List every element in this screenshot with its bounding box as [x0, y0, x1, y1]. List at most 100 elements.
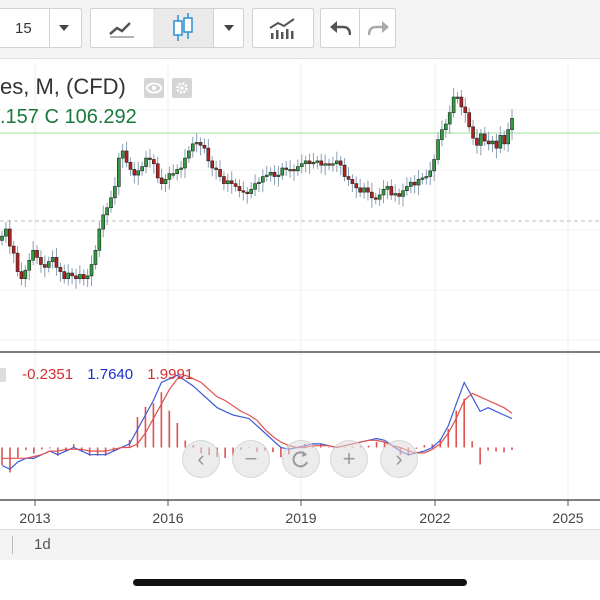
scroll-left-button[interactable]: ‹ [182, 440, 220, 478]
history-group [320, 8, 396, 48]
indicators-button[interactable] [252, 8, 314, 48]
candle [261, 176, 265, 183]
candle [70, 272, 74, 277]
candle [62, 271, 67, 280]
candle [116, 157, 121, 187]
candle [226, 180, 230, 184]
candle [296, 166, 300, 172]
candle [218, 169, 222, 177]
candle [15, 252, 20, 272]
candle [253, 183, 257, 190]
x-label-2013: 2013 [19, 510, 50, 526]
period-bar [0, 529, 600, 560]
gear-icon[interactable] [172, 78, 193, 99]
candle [109, 197, 113, 209]
candle [74, 275, 78, 280]
candle [7, 228, 12, 247]
candlestick-button[interactable] [153, 9, 213, 47]
home-indicator [133, 579, 467, 586]
redo-button[interactable] [360, 9, 397, 47]
candle [101, 214, 106, 230]
candle [89, 264, 94, 277]
scroll-left-icon: ‹ [197, 446, 205, 471]
macd-line [1, 374, 513, 470]
candle [206, 147, 211, 162]
candle [140, 166, 144, 172]
indicators-icon [269, 18, 295, 39]
candle [46, 261, 51, 268]
macd-settings-icon[interactable] [0, 368, 6, 383]
candle [455, 96, 460, 99]
candle [43, 264, 47, 268]
candle [358, 187, 362, 193]
candle [428, 170, 433, 177]
candle [81, 274, 86, 280]
candle [202, 144, 207, 149]
x-label-2019: 2019 [285, 510, 316, 526]
candle [222, 176, 226, 184]
line-chart-button[interactable] [91, 9, 153, 47]
macd-value-signal: 1.9991 [147, 366, 194, 383]
candle [171, 173, 176, 176]
candle [502, 135, 507, 145]
candle [377, 194, 382, 200]
candle [436, 139, 440, 160]
candle [187, 150, 191, 159]
candle [498, 135, 503, 149]
candle [50, 257, 55, 262]
candle [31, 250, 35, 261]
candle [54, 257, 59, 268]
candle [299, 163, 304, 167]
candle [490, 140, 495, 145]
candle [272, 171, 277, 177]
candle [475, 137, 479, 146]
chevron-down-icon [59, 25, 69, 31]
zoom-in-button[interactable]: + [330, 440, 368, 478]
candle [451, 96, 456, 113]
candle [366, 187, 370, 193]
candle [510, 118, 514, 130]
macd-value-histogram: -0.2351 [22, 366, 74, 383]
legend-title-row: es, M, (CFD) [0, 74, 193, 100]
x-label-2016: 2016 [152, 510, 183, 526]
candle [245, 191, 250, 194]
reset-button[interactable] [282, 440, 320, 478]
candle [280, 167, 285, 176]
candle [405, 186, 409, 192]
candle [459, 96, 464, 108]
line-chart-icon [109, 22, 134, 38]
candle [444, 123, 448, 130]
candle [471, 126, 475, 139]
interval-select[interactable]: 15 [0, 8, 82, 48]
candlestick-icon [173, 13, 193, 41]
scroll-right-icon: › [395, 446, 403, 471]
candle [78, 274, 82, 280]
candle [506, 129, 510, 145]
candle [319, 160, 324, 166]
candle [132, 169, 137, 176]
price-chart[interactable]: 2013 2016 2019 2022 2025 [0, 59, 600, 529]
period-1d[interactable]: 1d [34, 536, 51, 553]
chevron-down-icon[interactable] [224, 25, 234, 31]
zoom-out-icon: − [244, 446, 258, 471]
chart-type-group [90, 8, 244, 48]
candle [412, 181, 417, 186]
zoom-in-icon: + [342, 446, 356, 471]
candle [424, 176, 429, 179]
eye-icon[interactable] [144, 78, 165, 99]
candle [0, 235, 4, 241]
candle [93, 250, 98, 265]
candle [315, 160, 320, 163]
scroll-right-button[interactable]: › [380, 440, 418, 478]
undo-button[interactable] [321, 9, 359, 47]
candle [373, 197, 378, 200]
candle [155, 163, 160, 179]
candle [229, 180, 234, 184]
chart-grid [0, 62, 600, 500]
divider [12, 536, 13, 554]
toolbar: 15 [0, 0, 600, 59]
zoom-out-button[interactable]: − [232, 440, 270, 478]
candle [416, 179, 421, 186]
undo-icon [330, 21, 351, 36]
candle [284, 167, 288, 170]
